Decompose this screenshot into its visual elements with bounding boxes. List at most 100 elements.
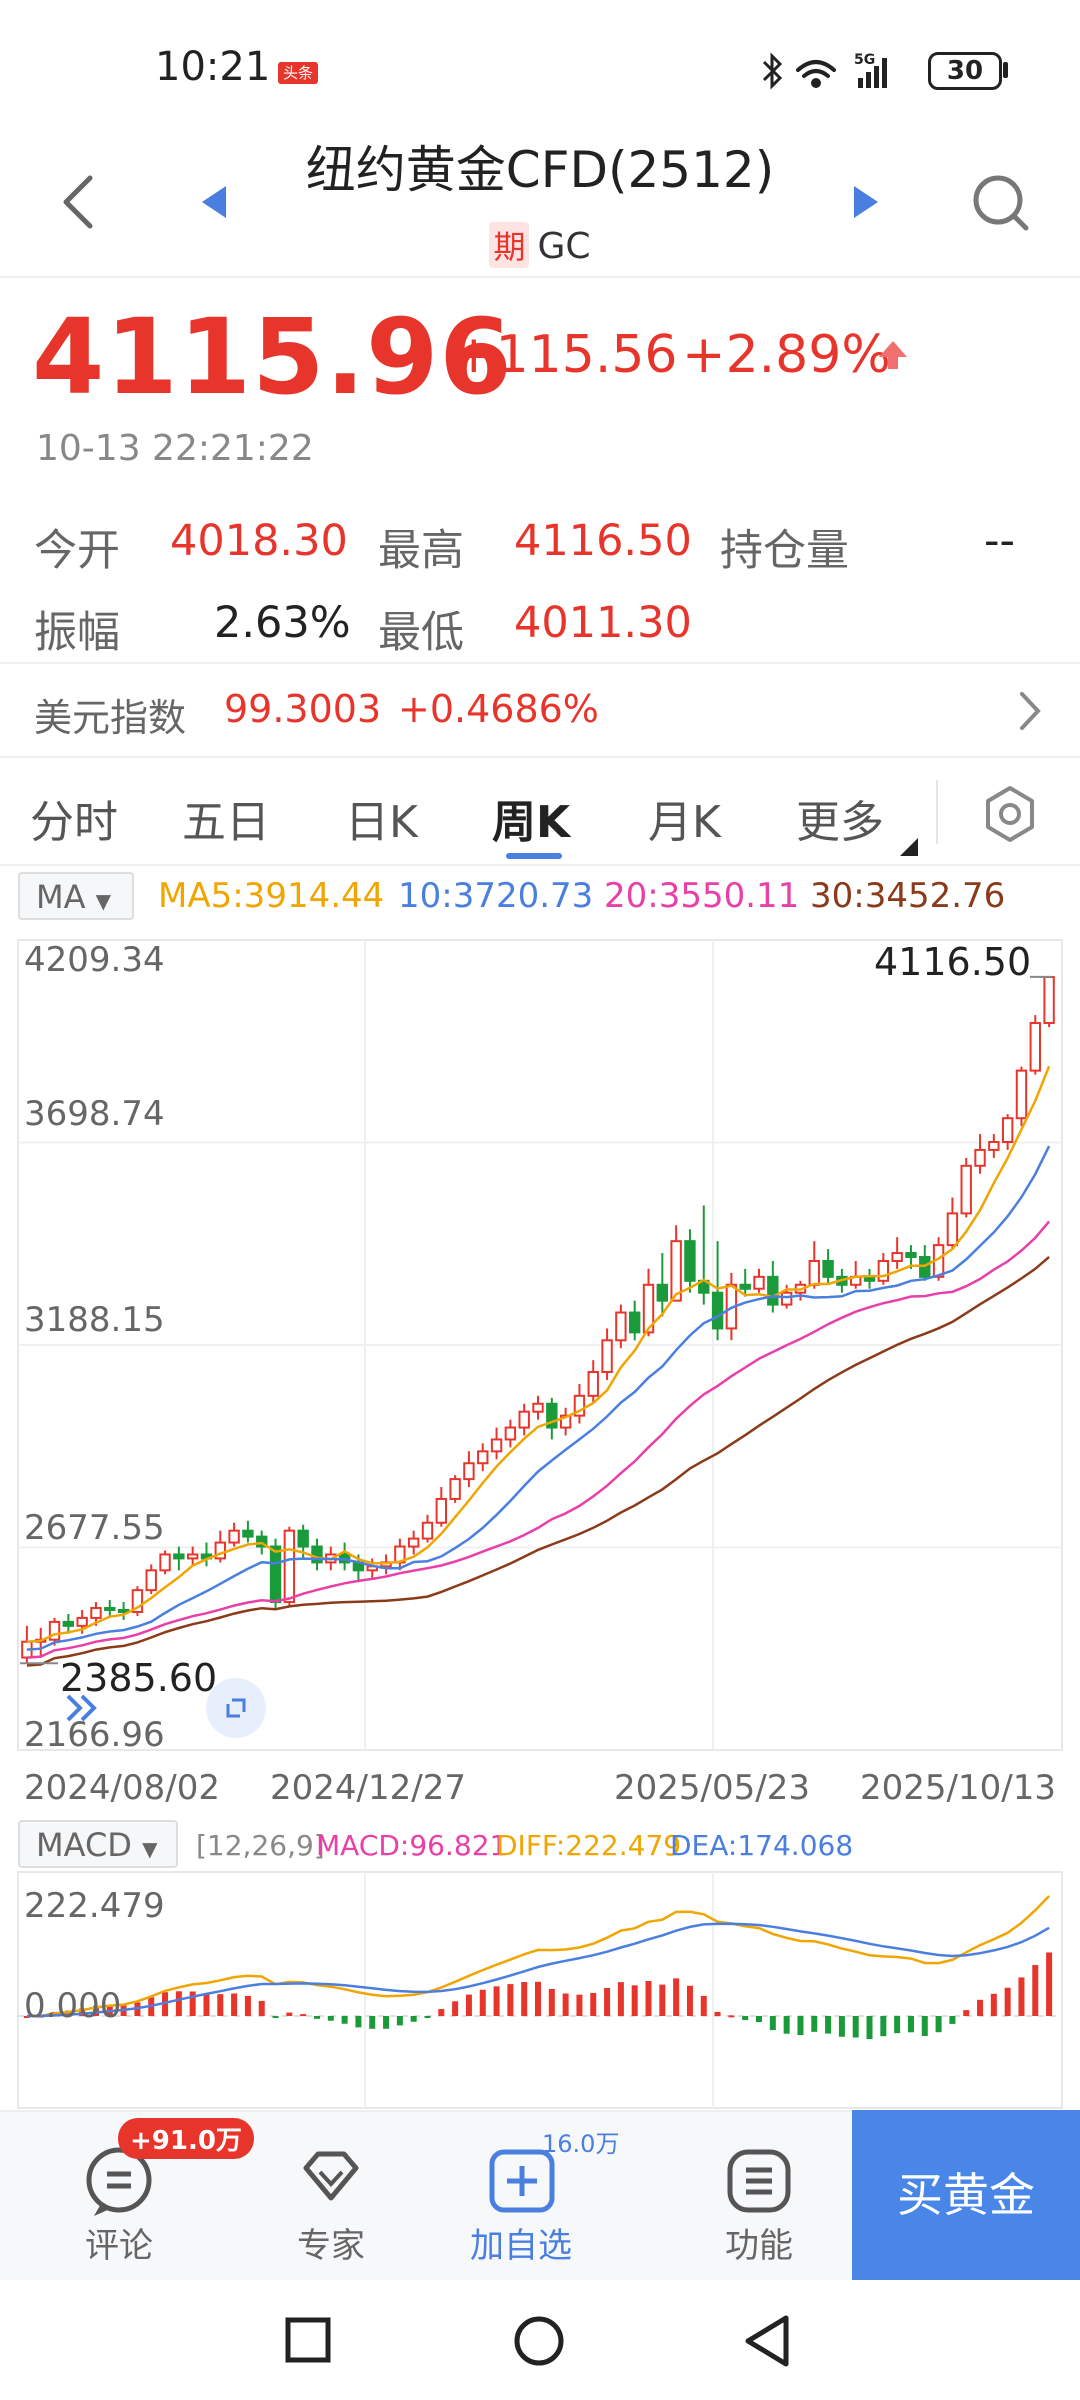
buy-gold-button[interactable]: 买黄金 xyxy=(852,2110,1080,2280)
comment-button[interactable] xyxy=(44,2110,194,2270)
ma-selector[interactable]: MA ▼ xyxy=(18,872,134,920)
macd-bar xyxy=(162,1992,169,2016)
scroll-left-button[interactable] xyxy=(60,1688,108,1728)
candle-body xyxy=(62,1620,75,1627)
macd-selector[interactable]: MACD ▼ xyxy=(18,1820,178,1868)
tab-five-day[interactable]: 五日 xyxy=(182,797,270,848)
macd-bar xyxy=(977,1999,984,2016)
double-chevron-icon xyxy=(66,1694,97,1722)
tab-intraday[interactable]: 分时 xyxy=(30,797,118,848)
divider xyxy=(0,864,1080,866)
ma20-value: 20:3550.11 xyxy=(604,876,800,916)
diff-line xyxy=(26,1895,1050,2018)
macd-bar xyxy=(355,2016,362,2028)
function-button[interactable] xyxy=(684,2110,834,2270)
candle xyxy=(463,1451,475,1488)
expert-button[interactable] xyxy=(256,2110,406,2270)
search-icon[interactable] xyxy=(970,172,1030,234)
expand-icon xyxy=(226,1698,246,1718)
macd-bar xyxy=(631,1985,638,2016)
back-nav-icon[interactable] xyxy=(742,2314,792,2368)
weekly-kline-chart[interactable] xyxy=(0,930,1080,1760)
x-tick-label: 2025/05/23 xyxy=(614,1768,810,1808)
candle-body xyxy=(504,1426,517,1441)
macd-bar xyxy=(590,1992,597,2016)
macd-bar xyxy=(880,2016,887,2037)
candle-body xyxy=(573,1394,586,1417)
candle xyxy=(587,1360,599,1404)
macd-bar xyxy=(990,1993,997,2016)
cell-signal-icon xyxy=(858,58,887,88)
candle xyxy=(1015,1066,1028,1127)
dea-value: DEA:174.068 xyxy=(670,1829,854,1862)
toutiao-badge: 头条 xyxy=(278,62,318,84)
tab-weekly-k[interactable]: 周K xyxy=(492,797,571,848)
macd-bar xyxy=(1004,1987,1011,2016)
macd-bar xyxy=(507,1984,514,2016)
macd-bar xyxy=(838,2016,845,2037)
macd-bar xyxy=(79,2008,86,2016)
chevron-right-icon[interactable] xyxy=(1018,690,1042,732)
expert-label: 专家 xyxy=(297,2226,365,2266)
candle xyxy=(214,1530,226,1563)
candle-body xyxy=(532,1402,544,1413)
candle-body xyxy=(131,1589,144,1613)
settings-icon[interactable] xyxy=(980,784,1040,844)
candle xyxy=(670,1225,682,1302)
macd-bar xyxy=(921,2016,928,2036)
candle xyxy=(615,1304,627,1349)
prev-contract-icon[interactable] xyxy=(200,184,230,220)
macd-bar xyxy=(300,2014,307,2017)
macd-bar xyxy=(548,1988,555,2016)
candle xyxy=(739,1268,751,1297)
candle xyxy=(449,1475,461,1503)
macd-bar xyxy=(217,1994,224,2016)
macd-chart xyxy=(17,1871,1063,2109)
recent-apps-icon[interactable] xyxy=(284,2316,332,2364)
tab-daily-k[interactable]: 日K xyxy=(345,797,418,848)
candle xyxy=(117,1602,130,1620)
macd-bar xyxy=(686,1985,693,2016)
back-icon[interactable] xyxy=(58,172,98,232)
macd-bar xyxy=(783,2016,790,2034)
macd-bar xyxy=(852,2016,859,2038)
oi-label: 持仓量 xyxy=(720,526,849,576)
home-icon[interactable] xyxy=(512,2314,566,2368)
candle-body xyxy=(104,1607,116,1612)
candle xyxy=(767,1260,779,1313)
ma5-line xyxy=(26,1065,1051,1643)
min-price-marker: 2385.60 xyxy=(60,1656,218,1700)
candle-body xyxy=(615,1311,627,1342)
candle xyxy=(628,1300,641,1341)
network-type: 5G xyxy=(854,52,875,68)
candle-body xyxy=(269,1545,282,1604)
add-icon xyxy=(489,2149,555,2213)
bluetooth-icon xyxy=(762,52,783,90)
macd-bar xyxy=(313,2016,320,2019)
candle-body xyxy=(891,1252,903,1262)
candle-body xyxy=(48,1620,61,1641)
macd-bar xyxy=(1046,1952,1053,2016)
amplitude-value: 2.63% xyxy=(214,598,351,648)
add-watchlist-button[interactable] xyxy=(446,2110,596,2270)
candle-body xyxy=(1029,1022,1041,1072)
contract-code: GC xyxy=(537,226,591,267)
next-contract-icon[interactable] xyxy=(850,184,880,220)
candle xyxy=(850,1260,862,1289)
candle xyxy=(311,1538,323,1571)
comment-label: 评论 xyxy=(85,2226,153,2266)
candle-body xyxy=(1043,976,1055,1025)
macd-bar xyxy=(383,2016,390,2029)
macd-bar xyxy=(825,2016,832,2034)
candle-body xyxy=(822,1259,834,1278)
macd-bar xyxy=(604,1987,611,2016)
x-tick-label: 2024/08/02 xyxy=(24,1768,220,1808)
low-value: 4011.30 xyxy=(514,598,692,648)
candle-body xyxy=(546,1402,558,1429)
last-price: 4115.96 xyxy=(32,296,513,418)
expand-chart-button[interactable] xyxy=(206,1678,266,1738)
tab-monthly-k[interactable]: 月K xyxy=(648,797,721,848)
price-change: +115.56 xyxy=(452,325,678,385)
tab-more[interactable]: 更多 xyxy=(796,797,884,848)
macd-bar xyxy=(797,2016,804,2036)
